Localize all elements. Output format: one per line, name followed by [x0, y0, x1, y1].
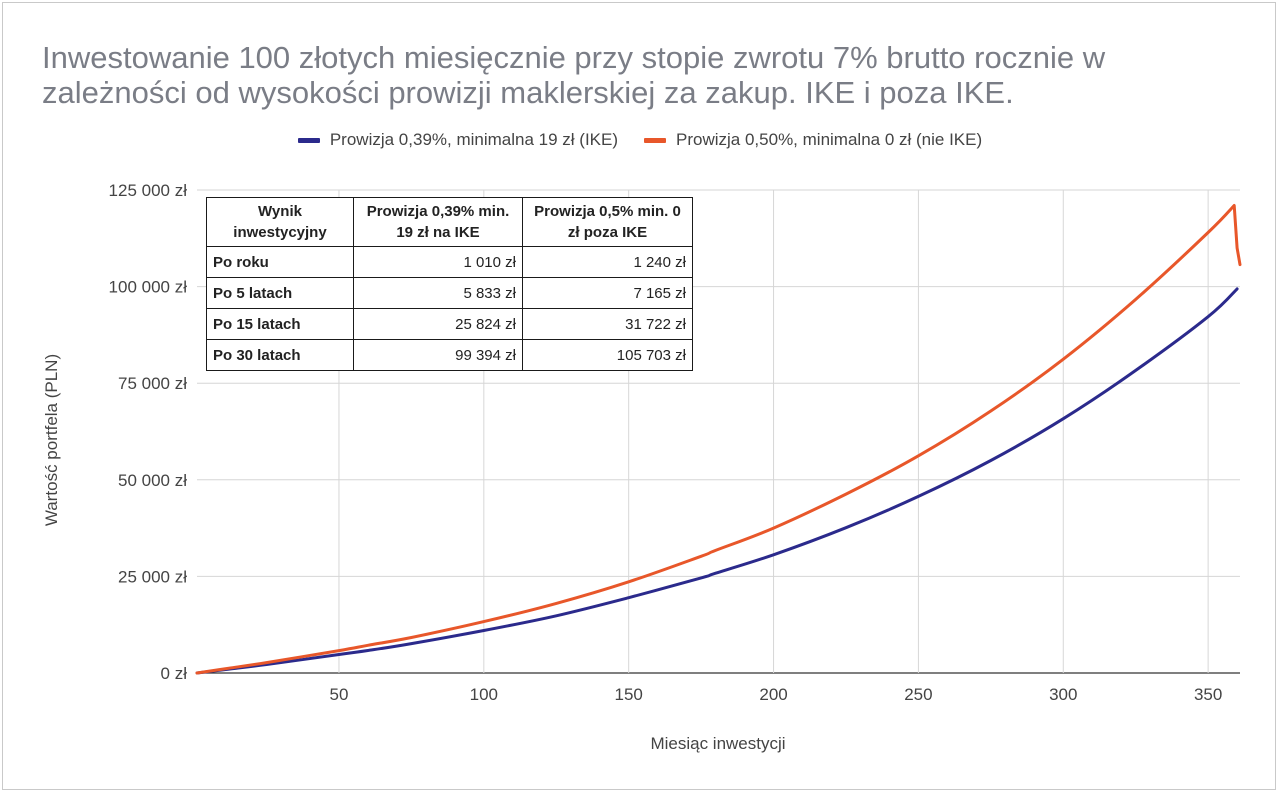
table-row: Po roku 1 010 zł 1 240 zł	[206, 246, 693, 278]
y-tick-label: 25 000 zł	[118, 567, 187, 586]
table-header-nie-ike: Prowizja 0,5% min. 0 zł poza IKE	[522, 197, 693, 247]
y-tick-label: 0 zł	[161, 664, 188, 683]
table-row: Po 5 latach 5 833 zł 7 165 zł	[206, 277, 693, 309]
chart-legend: Prowizja 0,39%, minimalna 19 zł (IKE) Pr…	[0, 130, 1280, 150]
row-label: Po roku	[206, 246, 354, 278]
legend-label-ike: Prowizja 0,39%, minimalna 19 zł (IKE)	[329, 130, 619, 149]
cell-nie-ike: 7 165 zł	[522, 277, 693, 309]
table-header-result: Wynik inwestycyjny	[206, 197, 354, 247]
legend-swatch-nie-ike	[644, 137, 667, 143]
row-label: Po 5 latach	[206, 277, 354, 309]
cell-ike: 1 010 zł	[353, 246, 523, 278]
x-tick-label: 200	[759, 685, 787, 704]
table-row: Po 15 latach 25 824 zł 31 722 zł	[206, 308, 693, 340]
table-row: Po 30 latach 99 394 zł 105 703 zł	[206, 339, 693, 371]
x-tick-label: 150	[614, 685, 642, 704]
y-axis-title: Wartość portfela (PLN)	[42, 354, 61, 526]
x-tick-label: 350	[1194, 685, 1222, 704]
x-tick-label: 300	[1049, 685, 1077, 704]
y-tick-label: 125 000 zł	[109, 181, 188, 200]
cell-ike: 99 394 zł	[353, 339, 523, 371]
x-tick-label: 50	[330, 685, 349, 704]
chart-title: Inwestowanie 100 złotych miesięcznie prz…	[42, 40, 1106, 110]
cell-ike: 25 824 zł	[353, 308, 523, 340]
legend-item-ike: Prowizja 0,39%, minimalna 19 zł (IKE)	[297, 130, 619, 150]
series-line-nie-ike	[195, 204, 1242, 675]
results-table: Wynik inwestycyjny Prowizja 0,39% min. 1…	[206, 197, 693, 371]
legend-item-nie-ike: Prowizja 0,50%, minimalna 0 zł (nie IKE)	[644, 130, 982, 150]
row-label: Po 30 latach	[206, 339, 354, 371]
y-tick-label: 50 000 zł	[118, 471, 187, 490]
legend-swatch-ike	[297, 137, 320, 143]
y-tick-label: 75 000 zł	[118, 374, 187, 393]
legend-label-nie-ike: Prowizja 0,50%, minimalna 0 zł (nie IKE)	[676, 130, 983, 149]
cell-ike: 5 833 zł	[353, 277, 523, 309]
series-line-ike	[195, 287, 1239, 675]
row-label: Po 15 latach	[206, 308, 354, 340]
x-tick-label: 100	[470, 685, 498, 704]
x-tick-label: 250	[904, 685, 932, 704]
y-tick-label: 100 000 zł	[109, 278, 188, 297]
table-header-ike: Prowizja 0,39% min. 19 zł na IKE	[353, 197, 523, 247]
x-axis-title: Miesiąc inwestycji	[650, 734, 785, 753]
cell-nie-ike: 31 722 zł	[522, 308, 693, 340]
cell-nie-ike: 105 703 zł	[522, 339, 693, 371]
cell-nie-ike: 1 240 zł	[522, 246, 693, 278]
table-header-row: Wynik inwestycyjny Prowizja 0,39% min. 1…	[206, 197, 693, 247]
